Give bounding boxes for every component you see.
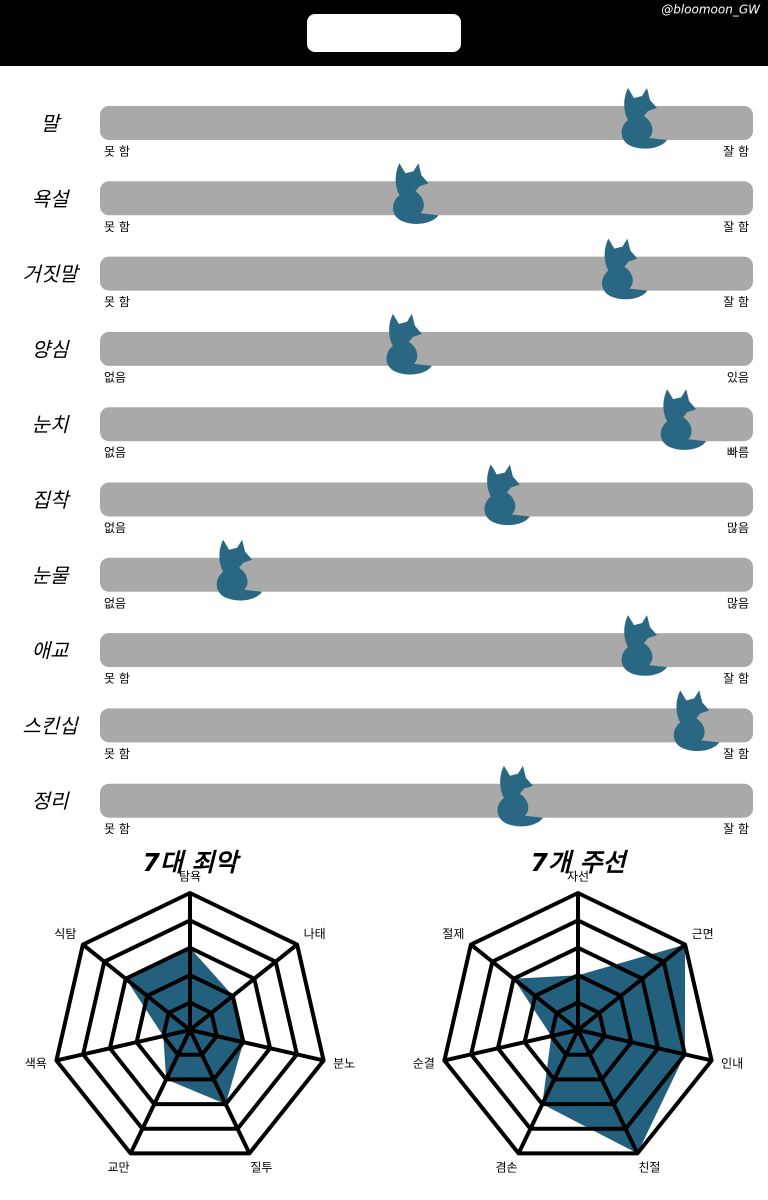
slider-label: 눈물 [32, 563, 70, 587]
radar-spoke [576, 1029, 640, 1155]
name-box [307, 14, 461, 52]
radar-axis-label: 겸손 [496, 1160, 518, 1174]
slider-left-label: 없음 [104, 370, 126, 384]
fox-marker [621, 615, 667, 676]
slider-right-label: 빠름 [727, 446, 749, 460]
slider-right-label: 잘 함 [723, 747, 749, 761]
slider-track [100, 106, 753, 140]
radar-spoke [576, 943, 687, 1032]
fox-marker [601, 238, 648, 300]
slider-track [100, 181, 753, 216]
slider-track [100, 557, 753, 592]
fox-marker [216, 539, 263, 601]
slider-right-label: 잘 함 [723, 822, 749, 836]
slider-label: 욕설 [32, 187, 71, 211]
slider-left-label: 못 함 [104, 822, 130, 836]
radar-ring [81, 918, 299, 1131]
slider-right-label: 잘 함 [723, 220, 749, 234]
radar-axis-label: 색욕 [25, 1057, 47, 1071]
slider-right-label: 잘 함 [723, 295, 749, 309]
slider-left-label: 없음 [104, 446, 126, 460]
radar-ring [495, 945, 661, 1107]
slider-right-label: 있음 [727, 370, 749, 384]
radar-axis-label: 탐욕 [179, 870, 201, 884]
slider-left-label: 못 함 [104, 220, 130, 234]
fox-marker [484, 464, 530, 526]
slider-right-label: 잘 함 [723, 672, 749, 686]
radar-ring [549, 1000, 607, 1057]
slider-left-label: 없음 [104, 521, 126, 535]
radar-axis-label: 식탐 [54, 927, 76, 941]
slider-track [100, 331, 753, 366]
radar-spoke [189, 1028, 325, 1063]
radar-axis-label: 절제 [442, 927, 464, 941]
slider-left-label: 못 함 [104, 295, 130, 309]
radar-axis-label: 자선 [567, 870, 589, 884]
radar-spoke [443, 1028, 579, 1063]
radar-axis-label: 질투 [250, 1160, 272, 1174]
slider-left-label: 없음 [104, 596, 126, 610]
radar-spoke [516, 1029, 580, 1155]
radar-axis-label: 순결 [413, 1057, 435, 1071]
fox-marker [497, 765, 543, 827]
fox-marker [393, 163, 439, 224]
radar-ring [54, 891, 326, 1156]
radar-spoke [55, 1028, 191, 1063]
slider-label: 눈치 [32, 413, 70, 437]
radar-spoke [469, 943, 580, 1032]
radar-spoke [188, 1029, 252, 1155]
slider-label: 애교 [32, 639, 70, 663]
slider-track [100, 633, 753, 668]
fox-marker [386, 313, 432, 375]
slider-left-label: 못 함 [104, 747, 130, 761]
slider-track [100, 783, 753, 818]
slider-track [100, 482, 753, 517]
radar-axis-label: 교만 [108, 1160, 130, 1174]
fox-marker [621, 88, 667, 149]
fox-marker [673, 690, 720, 752]
radar-ring [469, 918, 687, 1131]
radar-axis-label: 나태 [304, 927, 326, 941]
slider-track [100, 256, 753, 291]
radar-title: 7대 죄악 [142, 848, 241, 877]
radar-spoke [128, 1029, 192, 1155]
radar-area [513, 944, 686, 1154]
radar-ring [161, 1000, 219, 1057]
radar-ring [522, 973, 634, 1082]
radar-title: 7개 주선 [530, 848, 628, 877]
slider-label: 정리 [32, 789, 70, 813]
radar-ring [107, 945, 273, 1107]
slider-label: 집착 [32, 488, 71, 512]
slider-label: 거짓말 [22, 262, 80, 286]
radar-ring [442, 891, 714, 1156]
slider-label: 말 [41, 112, 62, 136]
slider-left-label: 못 함 [104, 672, 130, 686]
radar-axis-label: 근면 [692, 927, 714, 941]
slider-left-label: 못 함 [104, 145, 130, 159]
radar-spoke [577, 1028, 713, 1063]
slider-right-label: 잘 함 [723, 145, 749, 159]
radar-axis-label: 분노 [333, 1057, 355, 1071]
radar-spoke [81, 943, 192, 1032]
radar-axis-label: 인내 [721, 1057, 743, 1071]
radar-spoke [188, 943, 299, 1032]
fox-marker [660, 389, 707, 450]
slider-right-label: 많음 [727, 596, 749, 610]
slider-right-label: 많음 [727, 521, 749, 535]
slider-label: 스킨십 [22, 714, 79, 738]
radar-ring [134, 973, 246, 1082]
radar-axis-label: 친절 [638, 1160, 660, 1174]
slider-label: 양심 [32, 337, 70, 361]
watermark: @bloomoon_GW [661, 3, 761, 17]
slider-track [100, 407, 753, 442]
slider-track [100, 708, 753, 743]
